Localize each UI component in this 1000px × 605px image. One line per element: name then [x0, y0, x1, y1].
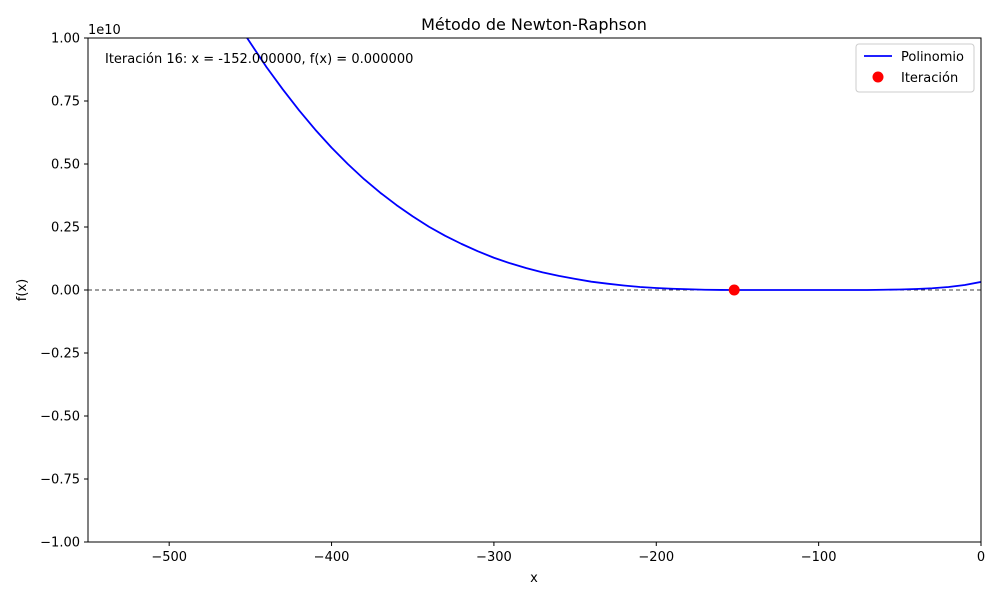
y-tick-label: 0.75: [51, 95, 80, 110]
legend-marker-swatch: [872, 71, 884, 83]
x-tick-label: −300: [476, 550, 512, 565]
x-axis: −500 −400 −300 −200 −100 0: [151, 542, 985, 565]
legend-label-polinomio: Polinomio: [901, 50, 964, 65]
iteration-annotation: Iteración 16: x = -152.000000, f(x) = 0.…: [105, 52, 413, 67]
y-axis: −1.00 −0.75 −0.50 −0.25 0.00 0.25 0.50 0.75 1.00: [40, 32, 88, 551]
y-tick-label: 1.00: [51, 32, 80, 47]
iteration-point: [728, 284, 740, 296]
chart-title: Método de Newton-Raphson: [421, 15, 647, 34]
y-axis-label: f(x): [15, 279, 30, 301]
y-tick-label: 0.00: [51, 284, 80, 299]
y-scale-label: 1e10: [88, 23, 121, 38]
x-tick-label: −100: [801, 550, 837, 565]
x-tick-label: −200: [638, 550, 674, 565]
legend: Polinomio Iteración: [855, 43, 975, 93]
series-line-polinomio: [246, 38, 981, 291]
x-axis-label: x: [530, 571, 538, 586]
y-tick-label: −0.25: [40, 347, 80, 362]
y-tick-label: 0.50: [51, 158, 80, 173]
legend-label-iteracion: Iteración: [901, 71, 958, 86]
x-tick-label: −500: [151, 550, 187, 565]
plot-area: [88, 38, 981, 296]
y-tick-label: −0.75: [40, 473, 80, 488]
y-tick-label: −1.00: [40, 536, 80, 551]
x-tick-label: −400: [314, 550, 350, 565]
y-tick-label: −0.50: [40, 410, 80, 425]
plot-content: [88, 38, 981, 296]
y-tick-label: 0.25: [51, 221, 80, 236]
x-tick-label: 0: [977, 550, 985, 565]
